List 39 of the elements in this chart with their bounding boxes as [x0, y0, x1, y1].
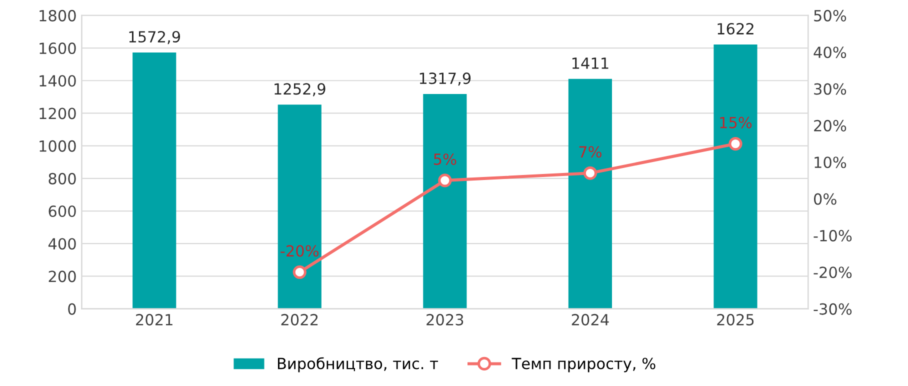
y2-tick-label: 30%	[814, 83, 846, 95]
y2-tick-label: -20%	[814, 266, 852, 278]
data-label: 1317,9	[420, 72, 471, 86]
x-tick-label: 2025	[717, 314, 754, 326]
x-tick-label: 2024	[572, 314, 609, 326]
y-tick-label: 800	[48, 172, 76, 184]
legend-label: Темп приросту, %	[512, 358, 656, 372]
data-label: 1622	[718, 22, 754, 35]
point	[292, 265, 306, 279]
y2-tick-label: 50%	[814, 10, 846, 22]
y2-tick-label: 0%	[814, 193, 836, 205]
y2-tick-label: 10%	[814, 156, 846, 168]
legend-label: Виробництво, тис. т	[278, 357, 438, 372]
data-label: 15%	[720, 116, 752, 128]
data-label: 7%	[579, 146, 602, 158]
x-tick-label: 2021	[136, 314, 172, 326]
y-tick-label: 600	[48, 205, 76, 218]
y-tick-label: 1000	[40, 140, 76, 152]
point	[728, 136, 742, 151]
x-tick-label: 2022	[281, 314, 318, 326]
y-tick-label: 1800	[40, 10, 76, 22]
y-tick-label: 200	[48, 270, 76, 282]
data-label: -20%	[280, 245, 319, 257]
y-tick-label: 0	[68, 303, 76, 315]
y-tick-label: 1200	[40, 108, 76, 120]
y2-tick-label: -10%	[814, 230, 852, 242]
y2-tick-label: 40%	[814, 46, 846, 58]
y2-tick-label: -30%	[814, 303, 852, 315]
y-tick-label: 1600	[40, 42, 76, 54]
x-tick-label: 2023	[426, 314, 464, 326]
y2-tick-label: 20%	[814, 120, 846, 132]
data-label: 1252,9	[274, 83, 326, 96]
y-tick-label: 1400	[40, 75, 76, 87]
y-tick-label: 400	[48, 238, 76, 250]
data-label: 1572,9	[129, 30, 180, 44]
data-label: 1411	[572, 58, 608, 69]
data-label: 5%	[434, 153, 456, 165]
point	[583, 166, 598, 180]
point	[438, 174, 452, 188]
